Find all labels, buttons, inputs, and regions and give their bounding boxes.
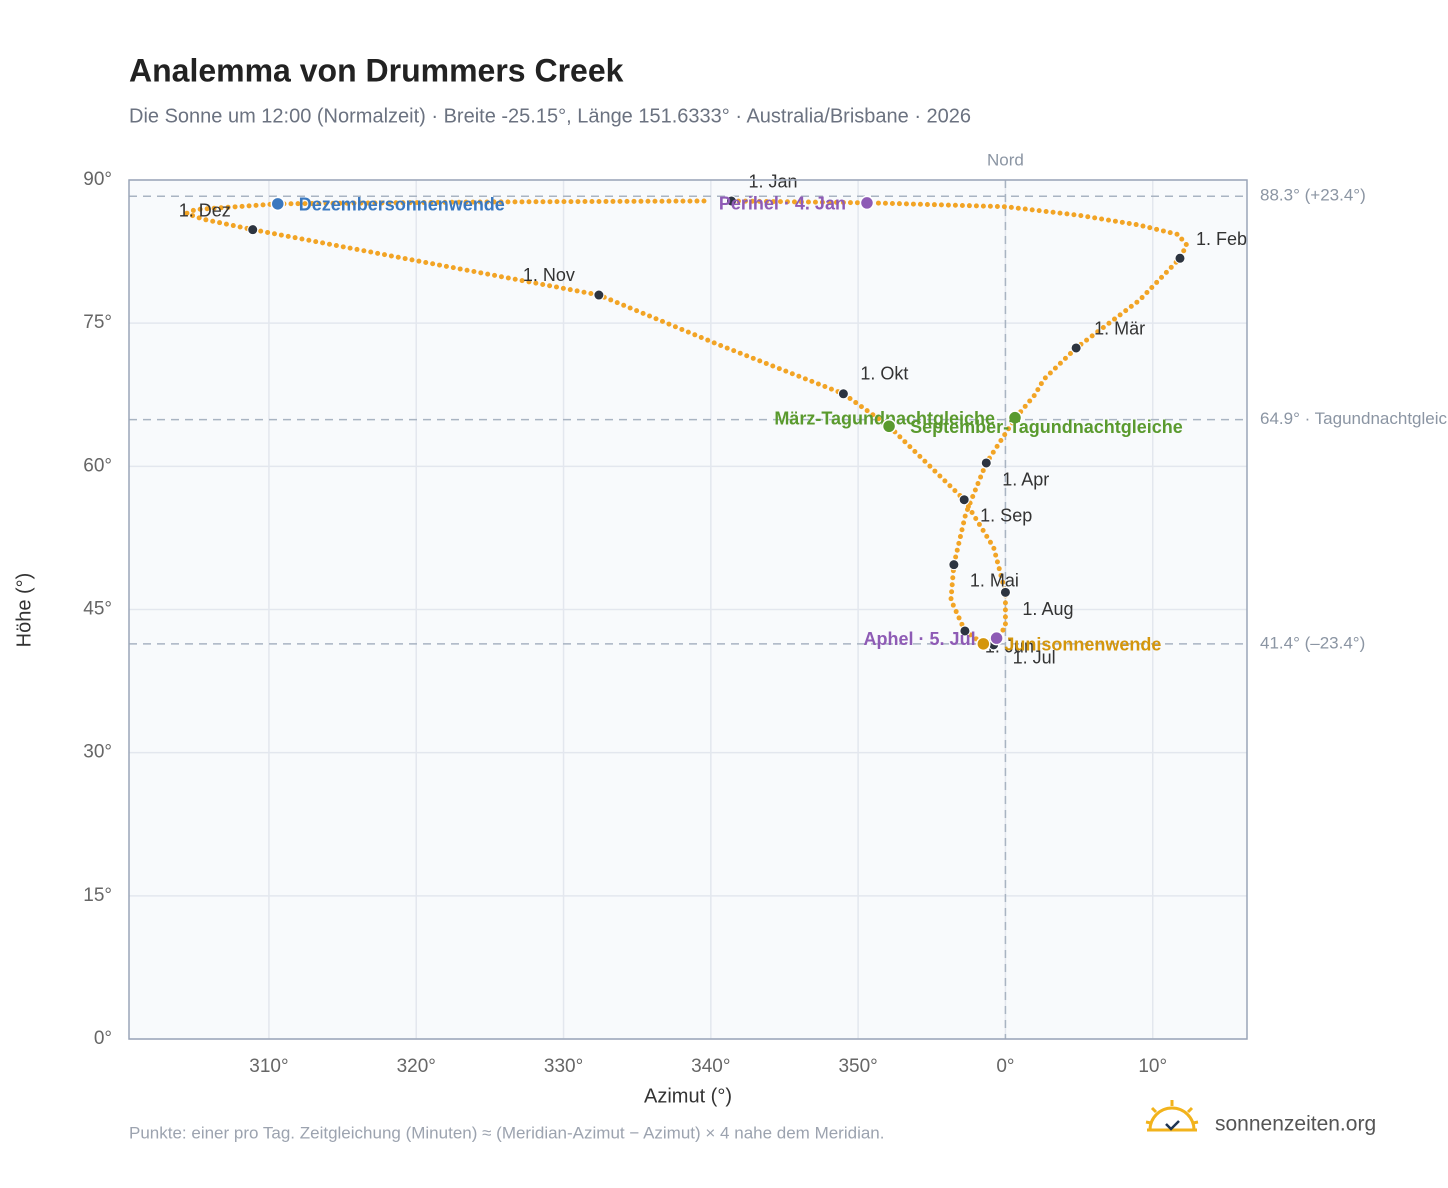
x-tick-label: 340° xyxy=(691,1056,730,1077)
month-marker xyxy=(999,586,1011,598)
month-marker xyxy=(593,289,605,301)
event-label: März-Tagundnachtgleiche xyxy=(774,408,995,428)
brand-icon xyxy=(1145,1100,1199,1132)
event-marker xyxy=(859,195,875,211)
event-label: September-Tagundnachtgleiche xyxy=(910,417,1183,437)
month-marker xyxy=(837,388,849,400)
x-tick-label: 10° xyxy=(1138,1056,1167,1077)
month-label: 1. Feb xyxy=(1196,229,1247,249)
y-tick-label: 15° xyxy=(83,885,112,906)
month-label: 1. Nov xyxy=(523,265,575,285)
month-label: 1. Sep xyxy=(980,505,1032,525)
month-marker xyxy=(725,195,737,207)
chart-subtitle: Die Sonne um 12:00 (Normalzeit) · Breite… xyxy=(129,105,971,127)
month-label: 1. Jul xyxy=(1013,648,1056,668)
month-label: 1. Jan xyxy=(748,172,797,192)
month-marker xyxy=(948,559,960,571)
month-marker xyxy=(1174,252,1186,264)
month-marker xyxy=(980,457,992,469)
x-axis-title: Azimut (°) xyxy=(644,1085,732,1107)
x-tick-label: 350° xyxy=(838,1056,877,1077)
x-tick-label: 320° xyxy=(397,1056,436,1077)
reference-label: 41.4° (–23.4°) xyxy=(1260,633,1365,652)
y-tick-label: 0° xyxy=(94,1028,112,1049)
month-label: 1. Mai xyxy=(970,570,1019,590)
y-tick-label: 30° xyxy=(83,742,112,763)
y-tick-label: 60° xyxy=(83,455,112,476)
y-tick-label: 90° xyxy=(83,169,112,190)
reference-label: 88.3° (+23.4°) xyxy=(1260,186,1366,205)
event-label: Aphel · 5. Jul xyxy=(864,629,976,649)
month-label: 1. Dez xyxy=(179,200,231,220)
x-tick-label: 330° xyxy=(544,1056,583,1077)
x-tick-label: 0° xyxy=(996,1056,1014,1077)
month-marker xyxy=(247,224,259,236)
brand: sonnenzeiten.org xyxy=(1215,1113,1376,1136)
month-marker xyxy=(1070,342,1082,354)
month-label: 1. Mär xyxy=(1094,319,1145,339)
chart-title: Analemma von Drummers Creek xyxy=(129,52,624,88)
month-label: 1. Okt xyxy=(860,364,908,384)
month-label: 1. Aug xyxy=(1022,599,1073,619)
event-label: Perihel · 4. Jan xyxy=(719,194,846,214)
analemma-curve xyxy=(179,198,1190,647)
x-tick-label: 310° xyxy=(249,1056,288,1077)
y-axis-title: Höhe (°) xyxy=(13,573,35,648)
event-marker xyxy=(1007,410,1023,425)
event-label: Dezembersonnenwende xyxy=(299,195,505,215)
event-marker xyxy=(881,418,897,434)
y-tick-label: 45° xyxy=(83,599,112,620)
plot-border xyxy=(128,179,1248,1040)
reference-label: 64.9° · Tagundnachtgleiche xyxy=(1260,409,1448,428)
north-label: Nord xyxy=(987,150,1024,169)
event-label: Junisonnenwende xyxy=(1004,635,1161,655)
month-marker xyxy=(959,625,971,637)
event-marker xyxy=(989,630,1004,646)
month-label: 1. Apr xyxy=(1002,470,1049,490)
month-marker xyxy=(958,494,970,506)
y-tick-label: 75° xyxy=(83,312,112,333)
footnote: Punkte: einer pro Tag. Zeitgleichung (Mi… xyxy=(129,1123,885,1142)
event-marker xyxy=(976,636,991,652)
event-marker xyxy=(270,196,286,212)
